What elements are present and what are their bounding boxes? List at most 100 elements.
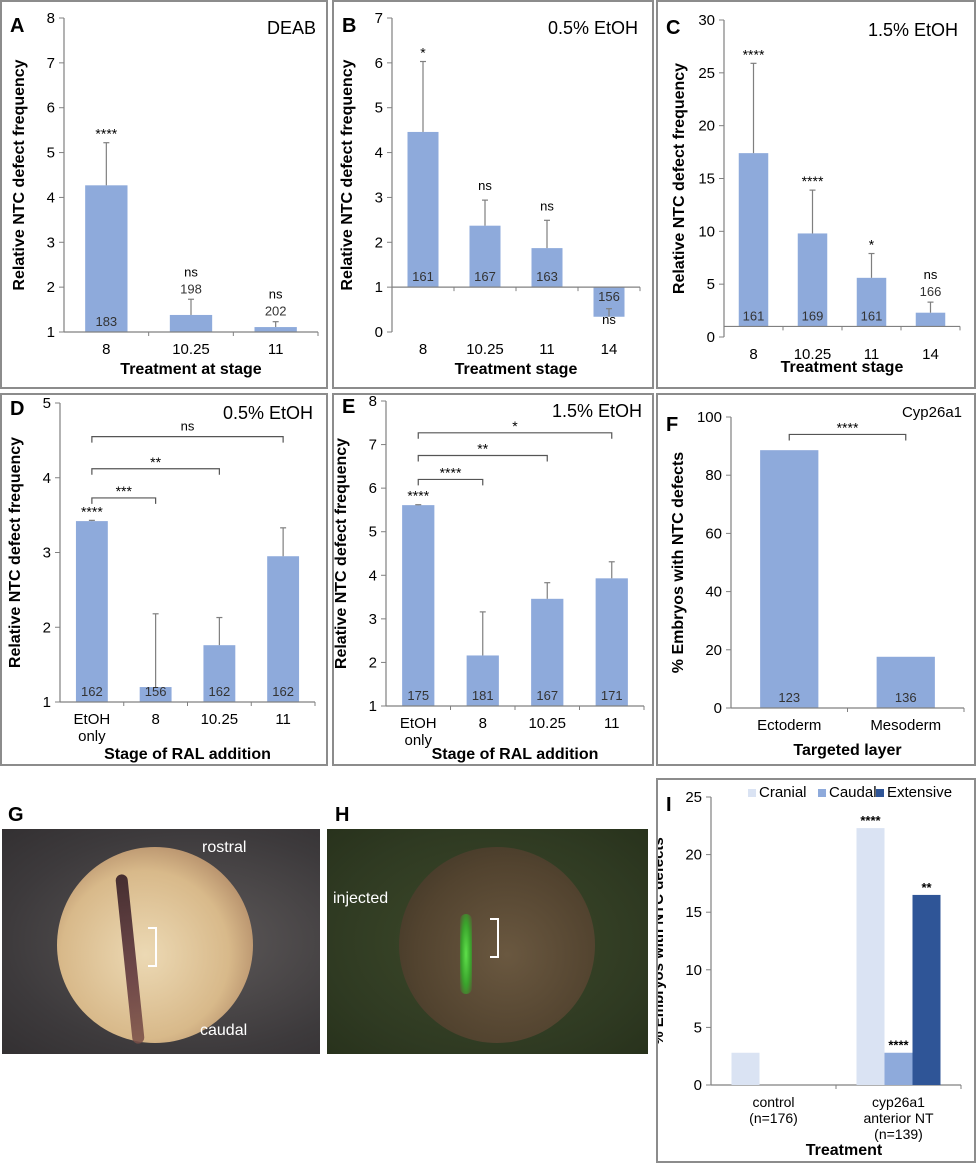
n-label: 198	[180, 281, 202, 296]
x-tick-label: 10.25	[172, 341, 210, 358]
comparison-bracket	[417, 432, 613, 439]
comparison-bracket	[417, 478, 484, 486]
label-rostral: rostral	[202, 839, 247, 856]
y-tick-label: 20	[685, 847, 702, 864]
panel-label-h: H	[335, 804, 350, 826]
x-tick-label: cyp26a1	[872, 1094, 925, 1110]
panel-label-c: C	[666, 17, 680, 39]
n-label: 156	[598, 289, 620, 304]
n-label: 202	[265, 304, 287, 319]
legend-label-cranial: Cranial	[759, 784, 807, 801]
x-tick-label: only	[78, 728, 106, 745]
chart-i: I 0 5 10 15 20 25 % Embryos with NTC defects Tre…	[658, 784, 962, 1159]
x-axis-label: Treatment	[806, 1142, 883, 1159]
chart-f: F Cyp26a1 0 20 40 60 80 100 % Embryos with NTC d…	[666, 404, 965, 759]
bar	[797, 233, 828, 327]
bar	[531, 248, 563, 288]
y-tick-label: 8	[47, 10, 55, 27]
y-tick-label: 1	[369, 698, 377, 715]
bar-cranial	[856, 828, 885, 1085]
y-tick-label: 2	[47, 279, 55, 296]
comparison-label: *	[512, 418, 518, 434]
x-tick-label: 14	[922, 346, 939, 363]
y-tick-label: 4	[375, 145, 383, 162]
chart-d: D 0.5% EtOH 1 2 3 4 5 Relative NTC defect frequ…	[7, 395, 316, 763]
label-caudal: caudal	[200, 1022, 248, 1039]
bar	[267, 556, 300, 702]
significance-label: ****	[888, 1038, 909, 1053]
y-tick-label: 0	[714, 700, 722, 717]
significance-label: ns	[184, 264, 198, 279]
y-tick-label: 20	[698, 118, 715, 135]
bar	[738, 153, 769, 327]
gfp-signal-h	[460, 914, 472, 994]
comparison-label: ***	[116, 483, 133, 499]
x-tick-label: 10.25	[528, 715, 566, 732]
label-injected: injected	[333, 890, 389, 907]
bar	[407, 131, 439, 288]
legend-label-caudal: Caudal	[829, 784, 877, 801]
y-tick-label: 2	[375, 234, 383, 251]
n-label: 167	[474, 269, 496, 284]
y-tick-label: 0	[694, 1077, 702, 1094]
n-label: 181	[472, 688, 494, 703]
legend-swatch-extensive	[876, 789, 884, 797]
y-axis-label: Relative NTC defect frequency	[334, 438, 350, 669]
y-tick-label: 7	[47, 55, 55, 72]
chart-title: 1.5% EtOH	[552, 401, 642, 421]
x-tick-label: 11	[864, 346, 880, 363]
y-tick-label: 3	[43, 545, 51, 562]
y-tick-label: 100	[697, 409, 722, 426]
y-tick-label: 10	[685, 962, 702, 979]
bar	[203, 645, 236, 702]
y-tick-label: 0	[375, 324, 383, 341]
chart-a: A DEAB 1 2 3 4 5 6 7 8 Relative NTC defect frequen…	[10, 10, 319, 378]
legend-swatch-cranial	[748, 789, 756, 797]
y-axis-label: Relative NTC defect frequency	[339, 59, 356, 290]
panel-label-i: I	[666, 794, 672, 816]
comparison-label: ns	[181, 419, 195, 434]
y-tick-label: 4	[369, 567, 377, 584]
x-tick-label: 8	[749, 346, 757, 363]
y-tick-label: 40	[705, 584, 722, 601]
bar	[531, 598, 564, 706]
n-label: 156	[145, 684, 167, 699]
x-axis-label: Treatment stage	[455, 361, 578, 378]
y-tick-label: 5	[707, 276, 715, 293]
x-tick-label: 8	[479, 715, 487, 732]
n-label: 166	[920, 284, 942, 299]
bar	[469, 225, 501, 288]
x-axis-label: Targeted layer	[793, 742, 901, 759]
x-tick-label: control	[752, 1094, 794, 1110]
y-axis-label: Relative NTC defect frequency	[671, 63, 688, 294]
bar	[254, 327, 297, 332]
comparison-label: ****	[440, 464, 462, 480]
y-tick-label: 20	[705, 642, 722, 659]
y-tick-label: 6	[47, 100, 55, 117]
x-tick-label: 8	[419, 341, 427, 358]
bracket-g	[148, 927, 157, 967]
panel-label-e: E	[342, 396, 355, 418]
chart-b: B 0.5% EtOH 0 1 2 3 4 5 6 7 Relative NTC defect fr…	[339, 10, 641, 378]
x-tick-label: anterior NT	[863, 1110, 933, 1126]
y-tick-label: 4	[47, 189, 55, 206]
x-axis-label: Treatment stage	[781, 359, 904, 376]
bracket-h	[490, 918, 499, 958]
comparison-bracket	[91, 436, 284, 443]
x-tick-label: 11	[275, 711, 291, 728]
comparison-label: **	[150, 454, 161, 470]
n-label: 163	[536, 269, 558, 284]
y-tick-label: 80	[705, 467, 722, 484]
x-axis-label: Stage of RAL addition	[432, 746, 599, 763]
y-tick-label: 25	[685, 789, 702, 806]
y-tick-label: 6	[369, 480, 377, 497]
significance-label: ns	[269, 287, 283, 302]
bar-cranial	[731, 1052, 760, 1085]
y-tick-label: 5	[375, 100, 383, 117]
y-tick-label: 25	[698, 65, 715, 82]
n-label: 123	[778, 690, 800, 705]
n-label: 162	[81, 684, 103, 699]
bar	[856, 277, 887, 327]
y-tick-label: 5	[694, 1019, 702, 1036]
legend-swatch-caudal	[818, 789, 826, 797]
